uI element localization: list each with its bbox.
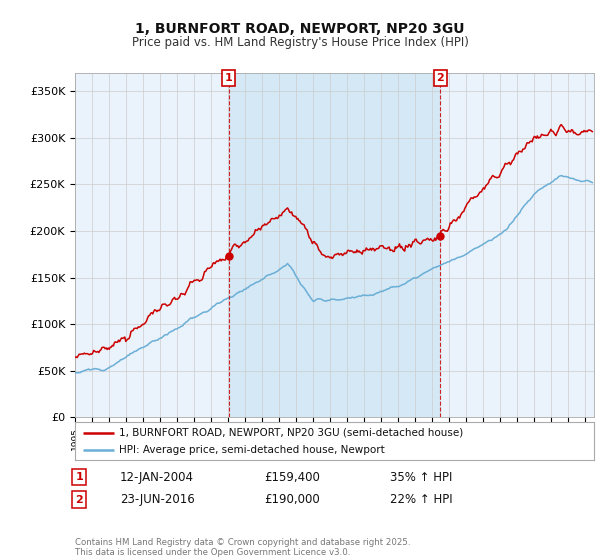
Text: £190,000: £190,000 xyxy=(264,493,320,506)
Text: 2: 2 xyxy=(436,73,444,83)
Text: 2: 2 xyxy=(76,494,83,505)
Text: 1: 1 xyxy=(225,73,233,83)
Text: 12-JAN-2004: 12-JAN-2004 xyxy=(120,470,194,484)
Text: 1: 1 xyxy=(76,472,83,482)
Text: 1, BURNFORT ROAD, NEWPORT, NP20 3GU: 1, BURNFORT ROAD, NEWPORT, NP20 3GU xyxy=(135,22,465,36)
Text: Price paid vs. HM Land Registry's House Price Index (HPI): Price paid vs. HM Land Registry's House … xyxy=(131,36,469,49)
Text: 22% ↑ HPI: 22% ↑ HPI xyxy=(390,493,452,506)
Text: 35% ↑ HPI: 35% ↑ HPI xyxy=(390,470,452,484)
Text: 1, BURNFORT ROAD, NEWPORT, NP20 3GU (semi-detached house): 1, BURNFORT ROAD, NEWPORT, NP20 3GU (sem… xyxy=(119,428,463,438)
Text: £159,400: £159,400 xyxy=(264,470,320,484)
Text: 23-JUN-2016: 23-JUN-2016 xyxy=(120,493,195,506)
Text: Contains HM Land Registry data © Crown copyright and database right 2025.
This d: Contains HM Land Registry data © Crown c… xyxy=(75,538,410,557)
Bar xyxy=(229,73,440,417)
Text: HPI: Average price, semi-detached house, Newport: HPI: Average price, semi-detached house,… xyxy=(119,445,385,455)
